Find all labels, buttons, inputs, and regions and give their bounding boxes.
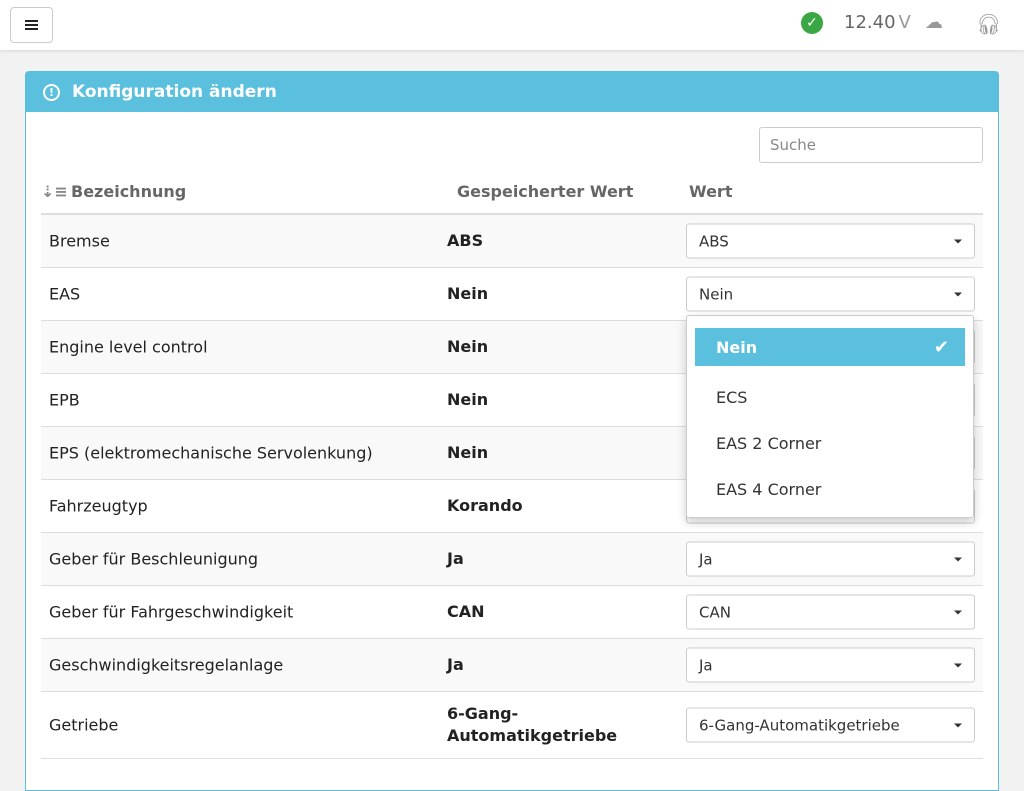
row-saved-value: CAN: [447, 602, 485, 621]
value-select[interactable]: Ja: [686, 541, 975, 577]
caret-down-icon: [954, 292, 962, 297]
value-select[interactable]: 6-Gang-Automatikgetriebe: [686, 707, 975, 743]
panel-header: ! Konfiguration ändern: [26, 72, 998, 112]
value-select[interactable]: CAN: [686, 594, 975, 630]
table-row: Geber für Fahrgeschwindigkeit CAN CAN: [41, 586, 983, 639]
caret-down-icon: [954, 723, 962, 728]
table-row: Getriebe 6-Gang-Automatikgetriebe 6-Gang…: [41, 692, 983, 759]
row-name: Getriebe: [49, 715, 119, 735]
caret-down-icon: [954, 663, 962, 668]
eas-dropdown-menu: Nein ✔ ECS EAS 2 Corner EAS 4 Corner: [686, 315, 974, 518]
value-select[interactable]: ABS: [686, 223, 975, 259]
search-input[interactable]: [759, 127, 983, 163]
header-value[interactable]: Wert: [689, 182, 733, 201]
select-value: Nein: [699, 285, 734, 303]
row-saved-value: Nein: [447, 443, 489, 462]
dropdown-option[interactable]: EAS 4 Corner: [716, 479, 822, 499]
row-name: Geschwindigkeitsregelanlage: [49, 655, 284, 675]
row-name: Geber für Beschleunigung: [49, 549, 259, 569]
select-value: CAN: [699, 603, 731, 621]
config-panel: ! Konfiguration ändern ⇣≡ Bezeichnung Ge…: [25, 71, 999, 791]
select-value: Ja: [699, 656, 713, 674]
voltage-unit: V: [898, 12, 911, 33]
menu-icon: [25, 24, 38, 26]
caret-down-icon: [954, 610, 962, 615]
top-bar: ✓ 12.40 V ☁ 🎧︎: [0, 0, 1024, 50]
row-name: EAS: [49, 284, 81, 304]
dropdown-option[interactable]: ECS: [716, 387, 748, 407]
row-name: Geber für Fahrgeschwindigkeit: [49, 602, 294, 622]
alert-circle-icon: !: [43, 83, 60, 101]
row-saved-value: Ja: [447, 655, 464, 674]
panel-title: Konfiguration ändern: [72, 82, 277, 102]
value-select[interactable]: Nein: [686, 276, 975, 312]
voltage-readout: 12.40 V: [844, 12, 911, 33]
table-row: Bremse ABS ABS: [41, 215, 983, 268]
row-saved-value: 6-Gang-Automatikgetriebe: [447, 704, 618, 745]
dropdown-option[interactable]: Nein ✔: [695, 328, 965, 366]
sort-icon[interactable]: ⇣≡: [41, 182, 68, 201]
table-row: EAS Nein Nein: [41, 268, 983, 321]
row-name: Engine level control: [49, 337, 208, 357]
caret-down-icon: [954, 239, 962, 244]
select-value: ABS: [699, 232, 729, 250]
row-saved-value: Korando: [447, 496, 523, 515]
row-name: EPB: [49, 390, 80, 410]
select-value: Ja: [699, 550, 713, 568]
dropdown-option[interactable]: EAS 2 Corner: [716, 433, 822, 453]
header-saved[interactable]: Gespeicherter Wert: [457, 182, 634, 201]
cloud-download-icon[interactable]: ☁: [925, 12, 943, 33]
select-value: 6-Gang-Automatikgetriebe: [699, 716, 900, 734]
table-header: ⇣≡ Bezeichnung Gespeicherter Wert Wert: [41, 172, 983, 215]
headset-icon[interactable]: 🎧︎: [976, 12, 1002, 36]
table-row: Geber für Beschleunigung Ja Ja: [41, 533, 983, 586]
menu-button[interactable]: [10, 7, 53, 43]
row-saved-value: Nein: [447, 284, 489, 303]
row-name: Bremse: [49, 231, 110, 251]
table-row: Geschwindigkeitsregelanlage Ja Ja: [41, 639, 983, 692]
row-name: EPS (elektromechanische Servolenkung): [49, 443, 373, 463]
voltage-value: 12.40: [844, 12, 896, 33]
value-select[interactable]: Ja: [686, 647, 975, 683]
row-saved-value: Ja: [447, 549, 464, 568]
option-label: Nein: [716, 337, 758, 357]
check-circle-icon: ✓: [801, 12, 823, 34]
row-saved-value: Nein: [447, 390, 489, 409]
header-name[interactable]: Bezeichnung: [71, 182, 187, 201]
row-name: Fahrzeugtyp: [49, 496, 148, 516]
row-saved-value: ABS: [447, 231, 484, 250]
caret-down-icon: [954, 557, 962, 562]
row-saved-value: Nein: [447, 337, 489, 356]
check-icon: ✔: [933, 336, 949, 358]
